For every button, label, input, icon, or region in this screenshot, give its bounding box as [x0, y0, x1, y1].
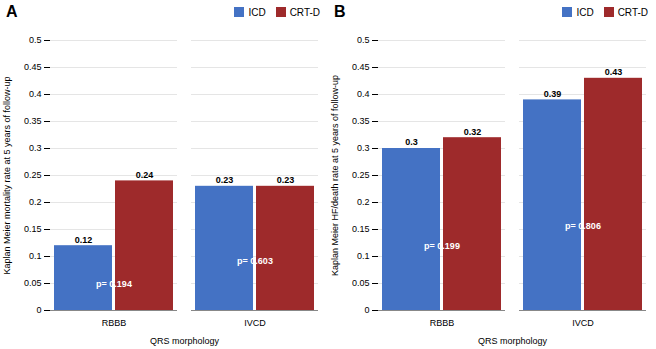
svg-text:0.1: 0.1: [357, 251, 370, 261]
svg-text:p= 0.194: p= 0.194: [96, 279, 132, 289]
svg-text:0.05: 0.05: [24, 278, 42, 288]
svg-text:0.4: 0.4: [357, 89, 370, 99]
svg-text:0.1: 0.1: [29, 251, 42, 261]
svg-text:0.23: 0.23: [216, 175, 234, 185]
svg-text:0: 0: [36, 305, 41, 315]
svg-text:0.32: 0.32: [464, 127, 482, 137]
svg-text:0.5: 0.5: [357, 35, 370, 45]
svg-text:RBBB: RBBB: [430, 318, 455, 328]
svg-text:QRS morphology: QRS morphology: [478, 336, 548, 346]
svg-text:0.5: 0.5: [29, 35, 42, 45]
svg-text:Kaplan Meier mortality rate at: Kaplan Meier mortality rate at 5 years o…: [2, 76, 12, 274]
html-text:B: B: [334, 3, 346, 20]
svg-text:p= 0.199: p= 0.199: [424, 241, 460, 251]
svg-text:IVCD: IVCD: [244, 318, 266, 328]
svg-text:0.2: 0.2: [29, 197, 42, 207]
html-text:A: A: [6, 3, 18, 20]
svg-text:0.35: 0.35: [352, 116, 370, 126]
svg-text:0.45: 0.45: [24, 62, 42, 72]
svg-text:0.45: 0.45: [352, 62, 370, 72]
svg-text:p= 0.603: p= 0.603: [237, 256, 273, 266]
svg-text:p= 0.806: p= 0.806: [565, 221, 601, 231]
svg-text:0.25: 0.25: [352, 170, 370, 180]
svg-text:0.3: 0.3: [405, 137, 418, 147]
svg-text:QRS morphology: QRS morphology: [150, 336, 220, 346]
html-text:ICD: ICD: [248, 6, 266, 18]
svg-text:0: 0: [364, 305, 369, 315]
svg-text:RBBB: RBBB: [102, 318, 127, 328]
svg-text:0.15: 0.15: [24, 224, 42, 234]
svg-text:Kaplan Meier HF/death rate at: Kaplan Meier HF/death rate at 5 years of…: [330, 75, 340, 276]
html-text:CRT-D: CRT-D: [617, 6, 648, 18]
svg-text:0.4: 0.4: [29, 89, 42, 99]
html-text:CRT-D: CRT-D: [289, 6, 320, 18]
svg-text:0.15: 0.15: [352, 224, 370, 234]
svg-text:0.3: 0.3: [29, 143, 42, 153]
svg-text:0.24: 0.24: [136, 170, 154, 180]
svg-text:0.2: 0.2: [357, 197, 370, 207]
svg-text:0.23: 0.23: [277, 175, 295, 185]
html-text:ICD: ICD: [576, 6, 594, 18]
svg-text:0.35: 0.35: [24, 116, 42, 126]
svg-text:0.25: 0.25: [24, 170, 42, 180]
svg-text:0.43: 0.43: [605, 67, 623, 77]
svg-text:0.39: 0.39: [544, 89, 562, 99]
svg-text:0.12: 0.12: [75, 235, 93, 245]
svg-text:0.3: 0.3: [357, 143, 370, 153]
svg-text:0.05: 0.05: [352, 278, 370, 288]
svg-text:IVCD: IVCD: [572, 318, 594, 328]
